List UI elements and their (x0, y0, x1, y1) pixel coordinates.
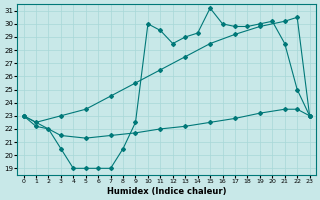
X-axis label: Humidex (Indice chaleur): Humidex (Indice chaleur) (107, 187, 226, 196)
